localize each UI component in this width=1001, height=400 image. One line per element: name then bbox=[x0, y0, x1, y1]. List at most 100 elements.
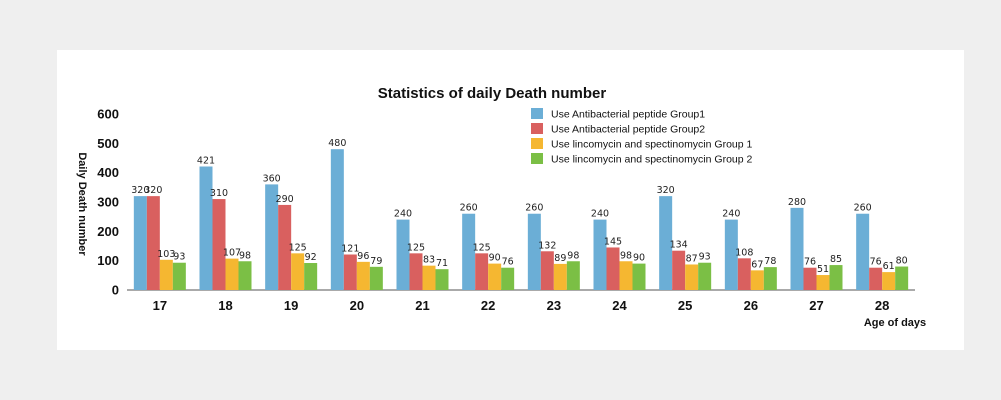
x-tick-label: 22 bbox=[481, 298, 495, 313]
data-label: 98 bbox=[239, 250, 251, 261]
bar bbox=[619, 261, 633, 290]
data-label: 108 bbox=[735, 247, 753, 258]
bar bbox=[685, 264, 699, 290]
bar bbox=[829, 265, 843, 290]
x-tick-labels: 17 18 19 20 21 22 23 24 25 26 27 28 bbox=[153, 298, 890, 313]
data-label: 79 bbox=[370, 256, 382, 267]
bar bbox=[632, 263, 646, 290]
data-label: 76 bbox=[804, 257, 816, 268]
x-tick-label: 19 bbox=[284, 298, 298, 313]
data-label: 240 bbox=[591, 209, 609, 220]
bar bbox=[488, 263, 502, 290]
data-label: 92 bbox=[305, 252, 317, 263]
data-label: 96 bbox=[357, 251, 369, 262]
x-tick-label: 25 bbox=[678, 298, 692, 313]
data-label: 421 bbox=[197, 156, 215, 167]
bar bbox=[737, 258, 751, 290]
data-label: 67 bbox=[751, 259, 763, 270]
bar bbox=[409, 253, 423, 290]
bar bbox=[369, 266, 383, 290]
data-label: 260 bbox=[854, 203, 872, 214]
bar bbox=[763, 267, 777, 290]
data-label: 360 bbox=[263, 173, 281, 184]
bar bbox=[527, 213, 541, 290]
bar-chart: Statistics of daily Death number Daily D… bbox=[76, 85, 926, 329]
x-tick-label: 28 bbox=[875, 298, 889, 313]
data-label: 480 bbox=[328, 138, 346, 149]
bar bbox=[396, 219, 410, 290]
data-label: 78 bbox=[764, 256, 776, 267]
bar bbox=[566, 261, 580, 290]
data-label: 51 bbox=[817, 264, 829, 275]
x-tick-label: 21 bbox=[415, 298, 429, 313]
legend-label: Use lincomycin and spectinomycin Group 2 bbox=[551, 154, 753, 166]
legend: Use Antibacterial peptide Group1 Use Anti… bbox=[531, 108, 753, 166]
data-label: 98 bbox=[620, 250, 632, 261]
x-tick-label: 20 bbox=[350, 298, 364, 313]
data-label: 320 bbox=[131, 185, 149, 196]
data-label: 87 bbox=[686, 253, 698, 264]
y-tick-label: 400 bbox=[97, 165, 119, 180]
bar bbox=[816, 275, 830, 290]
data-label: 125 bbox=[473, 242, 491, 253]
y-tick-label: 500 bbox=[97, 136, 119, 151]
data-label: 71 bbox=[436, 258, 448, 269]
bar bbox=[462, 213, 476, 290]
y-axis-title: Daily Death number bbox=[76, 152, 88, 256]
data-label: 320 bbox=[657, 185, 675, 196]
data-label: 310 bbox=[210, 188, 228, 199]
x-tick-label: 18 bbox=[218, 298, 232, 313]
bar bbox=[238, 261, 252, 290]
x-tick-label: 17 bbox=[153, 298, 167, 313]
data-label: 93 bbox=[699, 252, 711, 263]
bar bbox=[895, 266, 909, 290]
data-label: 290 bbox=[276, 194, 294, 205]
data-label: 90 bbox=[489, 253, 501, 264]
data-label: 280 bbox=[788, 197, 806, 208]
data-label: 76 bbox=[502, 257, 514, 268]
bar bbox=[475, 253, 489, 290]
data-label: 61 bbox=[883, 261, 895, 272]
bar bbox=[435, 269, 449, 290]
data-label: 107 bbox=[223, 248, 241, 259]
bar bbox=[422, 265, 436, 290]
legend-label: Use Antibacterial peptide Group1 bbox=[551, 109, 705, 121]
y-tick-label: 0 bbox=[112, 283, 119, 298]
bar bbox=[304, 263, 318, 290]
bar bbox=[659, 196, 673, 290]
legend-label: Use lincomycin and spectinomycin Group 1 bbox=[551, 139, 753, 151]
data-label: 240 bbox=[722, 209, 740, 220]
bar bbox=[698, 262, 712, 290]
bar bbox=[343, 254, 357, 290]
data-label: 260 bbox=[460, 203, 478, 214]
bar bbox=[265, 184, 279, 290]
data-label: 83 bbox=[423, 255, 435, 266]
bar bbox=[553, 263, 567, 290]
data-label: 76 bbox=[870, 257, 882, 268]
bar bbox=[330, 149, 344, 290]
data-label: 103 bbox=[157, 249, 175, 260]
bar bbox=[606, 247, 620, 290]
data-label: 80 bbox=[896, 256, 908, 267]
data-label: 125 bbox=[407, 242, 425, 253]
bar bbox=[159, 259, 173, 290]
bar bbox=[790, 207, 804, 290]
bar bbox=[278, 204, 292, 290]
y-tick-label: 200 bbox=[97, 224, 119, 239]
data-label: 145 bbox=[604, 236, 622, 247]
chart-title: Statistics of daily Death number bbox=[378, 85, 607, 102]
data-label: 121 bbox=[341, 244, 359, 255]
legend-swatch bbox=[531, 108, 543, 119]
bar bbox=[501, 267, 515, 290]
bar bbox=[356, 261, 370, 290]
bars bbox=[133, 149, 909, 290]
data-label: 134 bbox=[670, 240, 688, 251]
y-tick-label: 300 bbox=[97, 195, 119, 210]
y-tick-label: 100 bbox=[97, 253, 119, 268]
bar bbox=[672, 250, 686, 290]
bar bbox=[593, 219, 607, 290]
x-tick-label: 26 bbox=[744, 298, 758, 313]
legend-swatch bbox=[531, 153, 543, 164]
data-label: 240 bbox=[394, 209, 412, 220]
x-tick-label: 23 bbox=[547, 298, 561, 313]
